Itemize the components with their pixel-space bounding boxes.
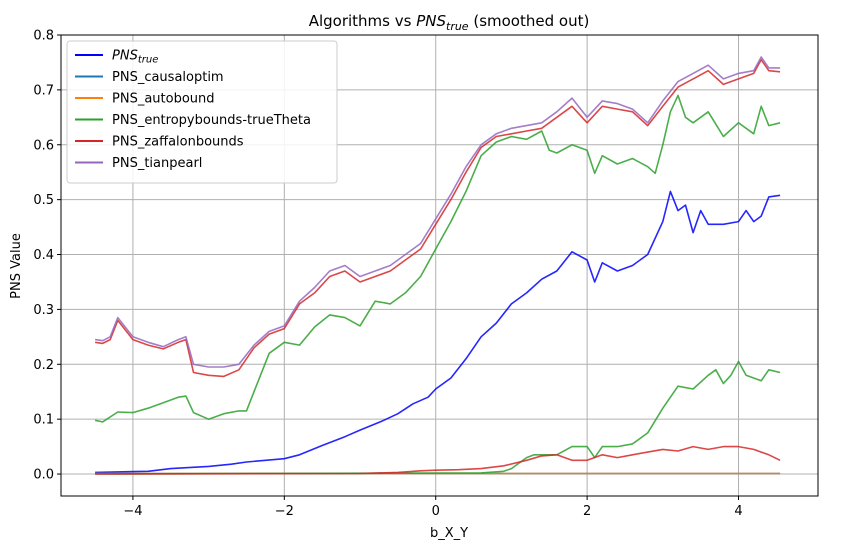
series-line-pns [95, 190, 781, 474]
legend-label: PNS_causaloptim [112, 70, 224, 85]
series-line-pns-entropybounds-truetheta [95, 360, 781, 475]
legend-box [66, 40, 338, 184]
legend-label: PNStrue [112, 49, 158, 66]
series-line-pns-zaffalonbounds [94, 58, 781, 378]
y-tick-label: 0.5 [33, 193, 54, 208]
y-tick-label: 0.4 [33, 248, 54, 263]
x-tick-label: 4 [734, 504, 742, 519]
legend-label: PNS_zaffalonbounds [112, 135, 244, 150]
plot-area [60, 34, 819, 497]
x-tick-label: −4 [123, 504, 142, 519]
y-tick-label: 0.1 [33, 413, 54, 428]
series-line-pns-zaffalonbounds [95, 445, 781, 475]
y-tick-label: 0.8 [33, 29, 54, 44]
series-lines [94, 56, 781, 475]
y-axis-label: PNS Value [9, 233, 24, 299]
x-tick-label: −2 [275, 504, 294, 519]
series-line-pns-tianpearl [94, 56, 781, 368]
x-axis-label: b_X_Y [430, 526, 468, 541]
y-tick-label: 0.2 [33, 358, 54, 373]
x-tick-label: 2 [583, 504, 591, 519]
legend: PNStrue PNS_causaloptim PNS_autobound PNS_e… [66, 40, 338, 184]
series-line-pns-entropybounds-truetheta [94, 94, 781, 423]
x-axis-ticks: −4 −2 0 2 4 [123, 496, 743, 519]
y-tick-label: 0.6 [33, 138, 54, 153]
legend-label: PNS_tianpearl [112, 156, 202, 171]
x-tick-label: 0 [432, 504, 440, 519]
chart-title: Algorithms vs PNStrue (smoothed out) [309, 12, 590, 33]
legend-label: PNS_autobound [112, 92, 215, 107]
y-tick-label: 0.0 [33, 468, 54, 483]
y-axis-ticks: 0.0 0.1 0.2 0.3 0.4 0.5 0.6 0.7 0.8 [33, 29, 61, 483]
legend-label: PNS_entropybounds-trueTheta [112, 113, 311, 128]
y-tick-label: 0.7 [33, 83, 54, 98]
y-tick-label: 0.3 [33, 303, 54, 318]
